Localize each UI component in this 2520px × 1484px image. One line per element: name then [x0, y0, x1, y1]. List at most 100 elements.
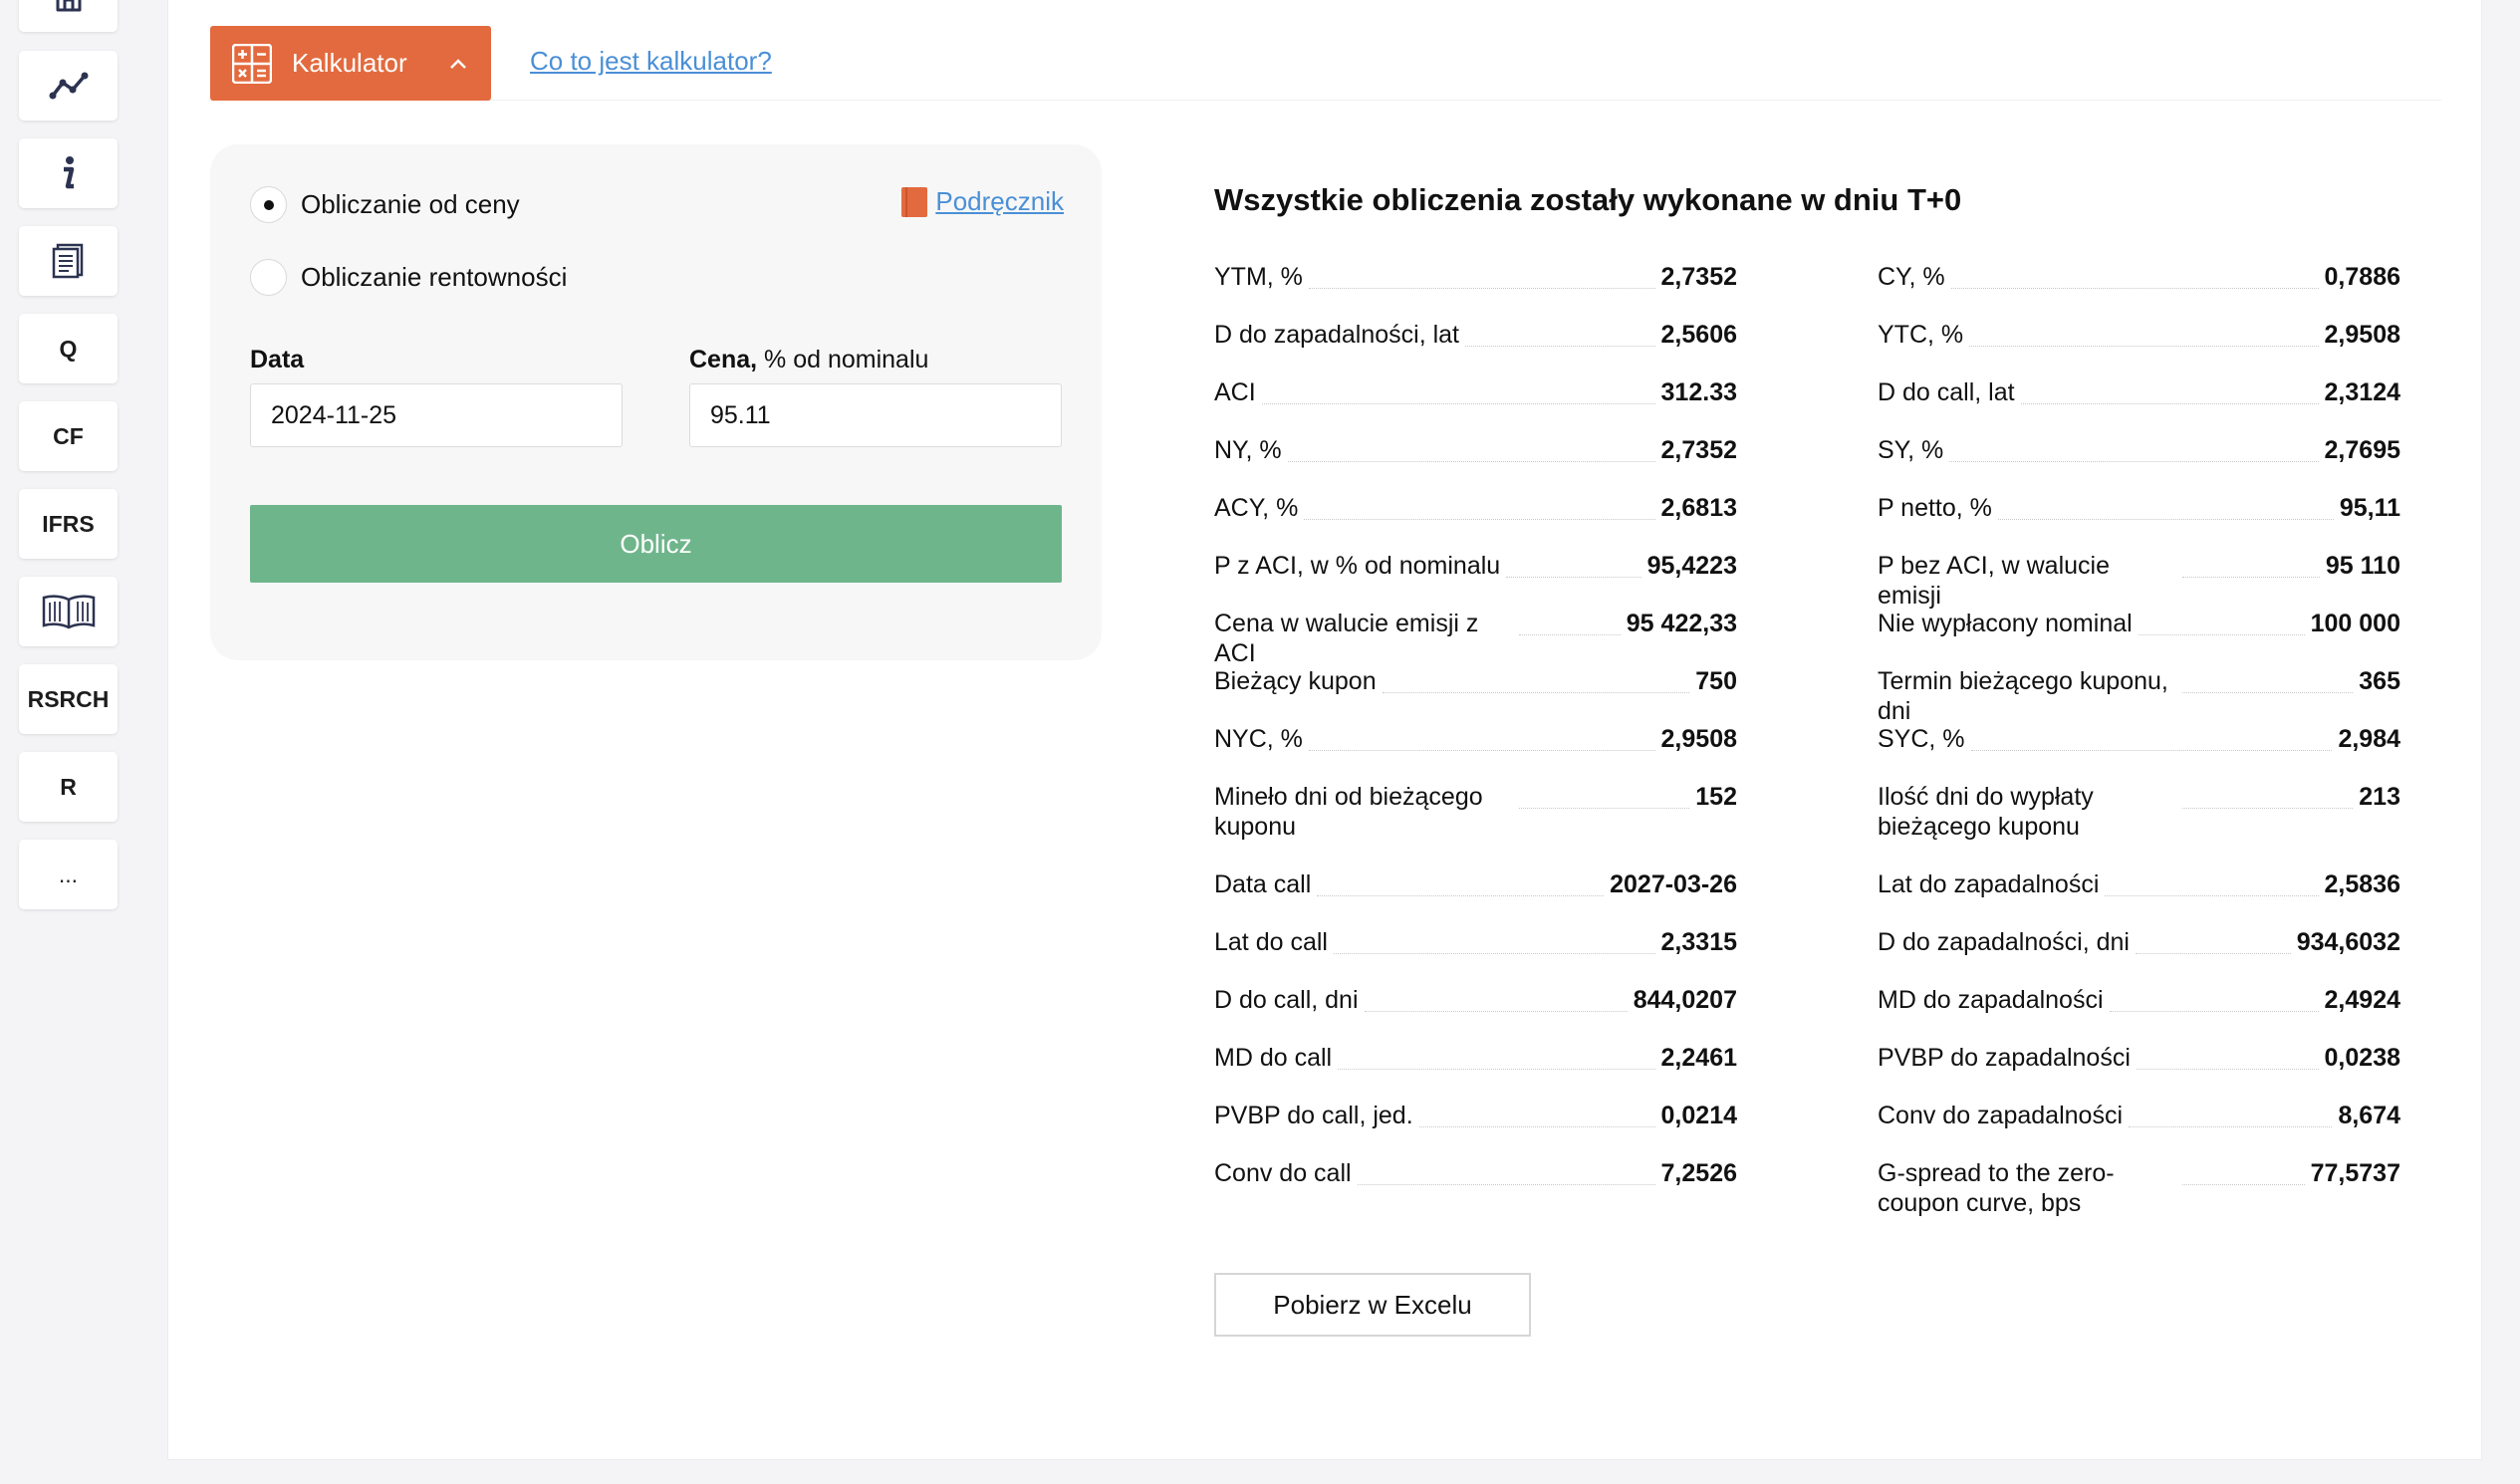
result-name: ACI — [1214, 378, 1256, 406]
radio-button[interactable] — [250, 259, 287, 296]
dotted-leader — [1464, 320, 1655, 347]
sidebar-item-rsrch[interactable]: RSRCH — [19, 664, 118, 734]
chart-line-icon[interactable] — [19, 51, 118, 121]
document-icon[interactable] — [19, 226, 118, 296]
calculator-form: Obliczanie od ceny Obliczanie rentownośc… — [210, 144, 1102, 660]
dotted-leader — [1969, 320, 2319, 347]
date-field[interactable]: 2024-11-25 — [250, 383, 623, 447]
price-label: Cena, % od nominalu — [689, 346, 929, 373]
radio-label: Obliczanie rentowności — [301, 262, 568, 292]
calculator-toggle-button[interactable]: Kalkulator — [210, 26, 491, 101]
dotted-leader — [2182, 551, 2320, 578]
result-value: 2,7352 — [1660, 436, 1737, 464]
home-icon[interactable] — [19, 0, 118, 32]
dotted-leader — [2138, 609, 2305, 635]
result-value: 312.33 — [1660, 378, 1737, 406]
sidebar-item-cf[interactable]: CF — [19, 401, 118, 471]
result-row: Bieżący kupon 750 — [1214, 666, 1737, 696]
result-value: 934,6032 — [2296, 928, 2400, 956]
result-name: ACY, % — [1214, 494, 1299, 522]
book-icon[interactable] — [19, 577, 118, 646]
result-value: 2,3124 — [2324, 378, 2400, 406]
result-name: Mineło dni od bieżącego kuponu — [1214, 783, 1483, 841]
result-value: 2,984 — [2338, 725, 2400, 753]
result-value: 95 422,33 — [1626, 610, 1737, 637]
dotted-leader — [1317, 869, 1605, 896]
dotted-leader — [1364, 985, 1628, 1012]
manual-link[interactable]: Podręcznik — [901, 186, 1064, 217]
dotted-leader — [1382, 666, 1690, 693]
info-icon[interactable] — [19, 138, 118, 208]
help-link[interactable]: Co to jest kalkulator? — [530, 46, 772, 76]
result-value: 2,5606 — [1660, 321, 1737, 349]
result-value: 0,0214 — [1660, 1102, 1737, 1129]
result-value: 2,9508 — [1660, 725, 1737, 753]
result-value: 2,2461 — [1660, 1044, 1737, 1072]
dotted-leader — [1950, 262, 2319, 289]
result-name: YTC, % — [1878, 321, 1964, 349]
dotted-leader — [1418, 1101, 1655, 1127]
result-value: 0,7886 — [2324, 263, 2400, 291]
dotted-leader — [1970, 724, 2333, 751]
sidebar-item-more[interactable]: ... — [19, 840, 118, 909]
result-name: Lat do call — [1214, 928, 1328, 956]
result-name: Bieżący kupon — [1214, 667, 1377, 695]
result-row: ACI 312.33 — [1214, 377, 1737, 407]
result-name: NY, % — [1214, 436, 1282, 464]
dotted-leader — [2129, 1101, 2333, 1127]
result-value: 0,0238 — [2324, 1044, 2400, 1072]
result-value: 95 110 — [2325, 552, 2400, 580]
result-name: P bez ACI, w walucie emisji — [1878, 552, 2110, 610]
result-value: 95,4223 — [1646, 552, 1737, 580]
calculate-button[interactable]: Oblicz — [250, 505, 1062, 583]
result-name: Ilość dni do wypłaty bieżącego kuponu — [1878, 783, 2094, 841]
download-excel-button[interactable]: Pobierz w Excelu — [1214, 1273, 1531, 1337]
sidebar-item-ifrs[interactable]: IFRS — [19, 489, 118, 559]
result-value: 750 — [1695, 667, 1737, 695]
result-row: Cena w walucie emisji z ACI 95 422,33 — [1214, 609, 1737, 668]
result-name: Termin bieżącego kuponu, dni — [1878, 667, 2168, 725]
result-value: 7,2526 — [1660, 1159, 1737, 1187]
sidebar-item-q[interactable]: Q — [19, 314, 118, 383]
main-panel: Kalkulator Co to jest kalkulator? Oblicz… — [167, 0, 2482, 1460]
result-row: Lat do call 2,3315 — [1214, 927, 1737, 957]
price-field[interactable]: 95.11 — [689, 383, 1062, 447]
header-divider — [208, 100, 2441, 101]
manual-link-label: Podręcznik — [935, 186, 1064, 216]
result-value: 100 000 — [2310, 610, 2400, 637]
result-name: SY, % — [1878, 436, 1944, 464]
dotted-leader — [2136, 1043, 2319, 1070]
dotted-leader — [1519, 609, 1621, 635]
result-row: Termin bieżącego kuponu, dni 365 — [1878, 666, 2400, 726]
result-name: SYC, % — [1878, 725, 1965, 753]
dotted-leader — [2109, 985, 2319, 1012]
radio-button-checked[interactable] — [250, 186, 287, 223]
dotted-leader — [1304, 493, 1655, 520]
result-name: D do zapadalności, lat — [1214, 321, 1459, 349]
dotted-leader — [1333, 927, 1655, 954]
sidebar-item-r[interactable]: R — [19, 752, 118, 822]
dotted-leader — [1308, 724, 1655, 751]
result-row: PVBP do call, jed. 0,0214 — [1214, 1101, 1737, 1130]
result-row: P z ACI, w % od nominalu 95,4223 — [1214, 551, 1737, 581]
dotted-leader — [2105, 869, 2319, 896]
result-row: Conv do call 7,2526 — [1214, 1158, 1737, 1188]
dotted-leader — [1308, 262, 1655, 289]
result-name: P z ACI, w % od nominalu — [1214, 552, 1501, 580]
result-value: 2,7352 — [1660, 263, 1737, 291]
result-value: 365 — [2359, 667, 2400, 695]
result-row: YTC, % 2,9508 — [1878, 320, 2400, 350]
result-row: YTM, % 2,7352 — [1214, 262, 1737, 292]
result-row: Conv do zapadalności 8,674 — [1878, 1101, 2400, 1130]
dotted-leader — [1949, 435, 2319, 462]
result-row: D do zapadalności, lat 2,5606 — [1214, 320, 1737, 350]
result-value: 2,4924 — [2324, 986, 2400, 1014]
result-row: Lat do zapadalności 2,5836 — [1878, 869, 2400, 899]
result-row: CY, % 0,7886 — [1878, 262, 2400, 292]
result-name: P netto, % — [1878, 494, 1992, 522]
result-name: Conv do call — [1214, 1159, 1352, 1187]
result-value: 213 — [2359, 783, 2400, 811]
radio-calc-from-price[interactable]: Obliczanie od ceny — [250, 186, 520, 223]
radio-calc-yield[interactable]: Obliczanie rentowności — [250, 259, 567, 296]
result-row: Ilość dni do wypłaty bieżącego kuponu 213 — [1878, 782, 2400, 842]
